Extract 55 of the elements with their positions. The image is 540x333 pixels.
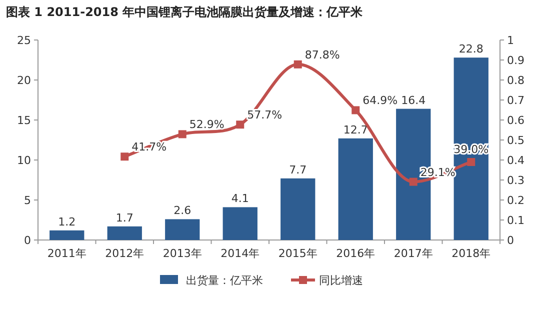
y2-tick-label: 0.3: [507, 174, 524, 187]
x-tick-label: 2018年: [452, 247, 491, 260]
data-label: 12.7: [343, 123, 368, 136]
data-label: 22.8: [458, 42, 484, 56]
bar: [280, 178, 316, 240]
data-label: 64.9%: [362, 94, 398, 108]
y2-tick-label: 0.5: [507, 134, 524, 147]
x-tick-label: 2015年: [278, 247, 318, 260]
y-tick-label: 0: [24, 234, 31, 247]
y2-tick-label: 0.4: [507, 154, 524, 167]
bar: [50, 230, 84, 240]
point: [236, 120, 244, 129]
x-tick-label: 2011年: [47, 247, 86, 260]
point: [294, 60, 302, 68]
y-tick-label: 10: [17, 154, 31, 167]
y2-tick-label: 0.2: [507, 194, 524, 207]
x-tick-label: 2014年: [220, 247, 260, 260]
point: [120, 152, 129, 161]
bar: [107, 226, 142, 240]
data-label: 87.8%: [304, 48, 340, 62]
y2-tick-label: 0.1: [507, 214, 524, 227]
x-tick-label: 2013年: [162, 247, 202, 260]
legend-label: 同比增速: [319, 274, 363, 287]
x-tick-label: 2012年: [105, 247, 144, 260]
x-tick-label: 2016年: [336, 247, 376, 260]
data-label: 1.7: [116, 211, 134, 224]
point: [409, 178, 418, 186]
data-label: 7.7: [289, 163, 307, 176]
y2-tick-label: 0.7: [507, 94, 524, 107]
data-label: 52.9%: [189, 118, 224, 132]
bar: [165, 219, 200, 240]
y2-tick-label: 0: [507, 234, 514, 247]
y2-tick-label: 1: [507, 34, 514, 47]
bar: [222, 207, 258, 240]
legend-label: 出货量：亿平米: [186, 274, 263, 287]
bar: [454, 58, 488, 240]
x-tick-label: 2017年: [394, 247, 433, 260]
y2-tick-label: 0.6: [507, 114, 524, 127]
data-label: 29.1%: [420, 166, 456, 179]
data-label: 39.0%: [454, 143, 489, 156]
data-label: 1.2: [58, 215, 76, 228]
y2-tick-label: 0.8: [507, 74, 524, 87]
y-tick-label: 20: [17, 74, 31, 87]
point: [352, 106, 360, 114]
y-tick-label: 5: [24, 194, 31, 207]
y2-tick-label: 0.9: [507, 54, 524, 67]
y-tick-label: 15: [17, 114, 31, 127]
point: [178, 130, 186, 138]
data-label: 4.1: [231, 192, 249, 206]
point: [467, 158, 476, 166]
data-label: 16.4: [401, 94, 426, 107]
chart-title: 图表 1 2011-2018 年中国锂离子电池隔膜出货量及增速：亿平米: [6, 5, 364, 19]
data-label: 2.6: [174, 204, 192, 218]
y-tick-label: 25: [17, 34, 31, 47]
bar: [338, 138, 373, 240]
